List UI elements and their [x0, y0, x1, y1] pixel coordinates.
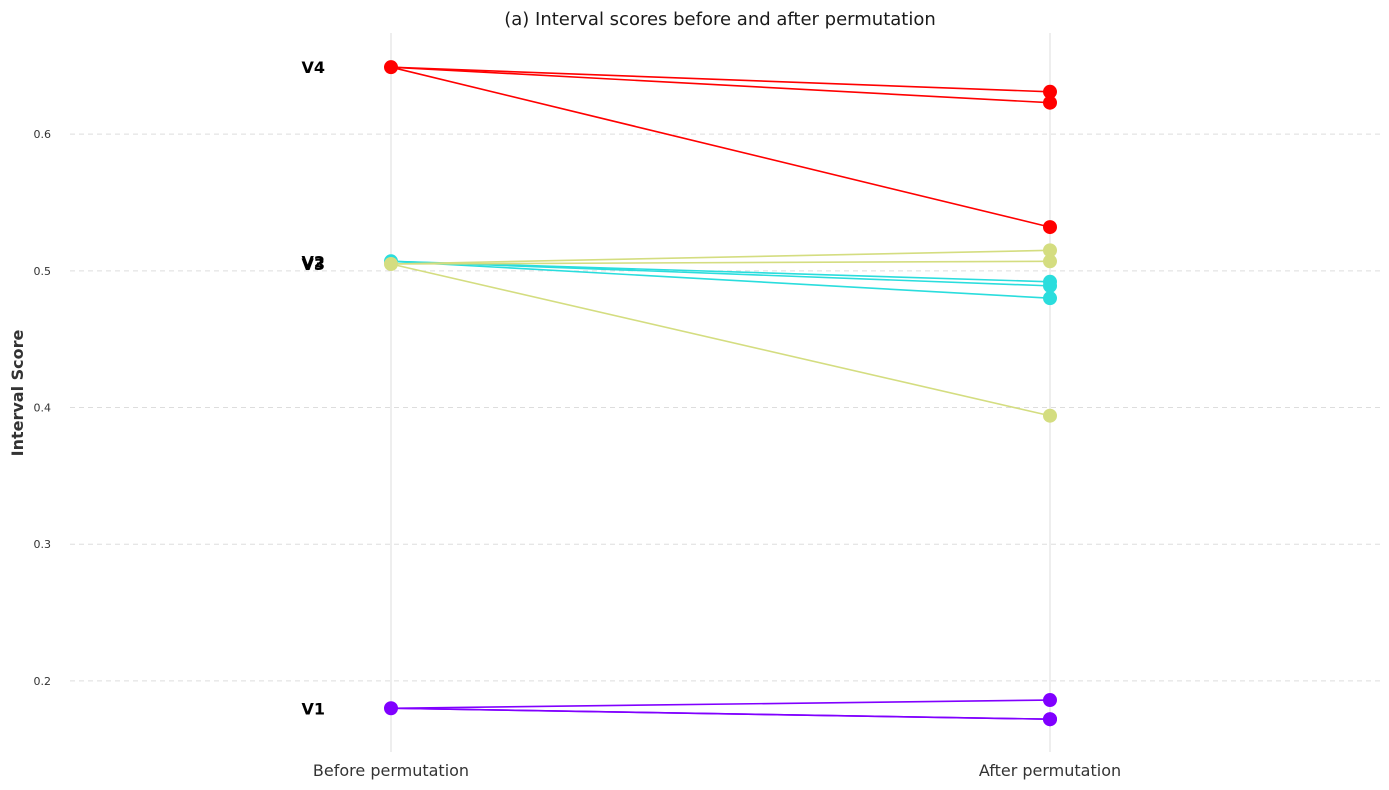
series-label-v2: V2 [301, 252, 325, 271]
point-after-v3 [1043, 243, 1057, 258]
y-tick-label: 0.4 [34, 402, 52, 415]
point-before-v4 [384, 60, 398, 75]
point-after-v1 [1043, 712, 1057, 727]
series-label-v1: V1 [301, 699, 325, 718]
series-line-v2 [390, 260, 1051, 299]
series-line-v2 [390, 260, 1051, 287]
series-line-v4 [390, 66, 1051, 104]
point-after-v3 [1043, 408, 1057, 423]
chart-title: (a) Interval scores before and after per… [504, 9, 936, 30]
point-before-v3 [384, 257, 398, 272]
y-tick-label: 0.6 [34, 128, 52, 141]
series-label-v4: V4 [301, 58, 325, 77]
grid-layer [70, 33, 1380, 752]
series-label-v3: V3 [301, 255, 325, 274]
x-tick-labels: Before permutation After permutation [313, 761, 1121, 780]
series-line-v3 [390, 263, 1051, 417]
y-tick-labels: 0.2 0.3 0.4 0.5 0.6 [34, 128, 52, 688]
x-tick-label: Before permutation [313, 761, 469, 780]
point-before-v1 [384, 701, 398, 716]
point-after-v3 [1043, 254, 1057, 269]
y-tick-label: 0.2 [34, 675, 52, 688]
series-line-v4 [390, 66, 1051, 228]
y-tick-label: 0.3 [34, 538, 52, 551]
series-line-v1 [390, 707, 1051, 720]
y-axis-label: Interval Score [8, 329, 27, 456]
series-line-v4 [390, 66, 1051, 93]
point-after-v4 [1043, 95, 1057, 110]
series-line-v3 [390, 260, 1051, 265]
point-after-v2 [1043, 278, 1057, 293]
point-after-v4 [1043, 220, 1057, 235]
point-after-v4 [1043, 84, 1057, 99]
x-tick-label: After permutation [979, 761, 1121, 780]
y-tick-label: 0.5 [34, 265, 52, 278]
series-lines [390, 66, 1051, 720]
point-after-v1 [1043, 693, 1057, 708]
series-points [384, 60, 1057, 727]
series-line-v1 [390, 699, 1051, 710]
point-after-v2 [1043, 291, 1057, 306]
series-line-v3 [390, 249, 1051, 265]
